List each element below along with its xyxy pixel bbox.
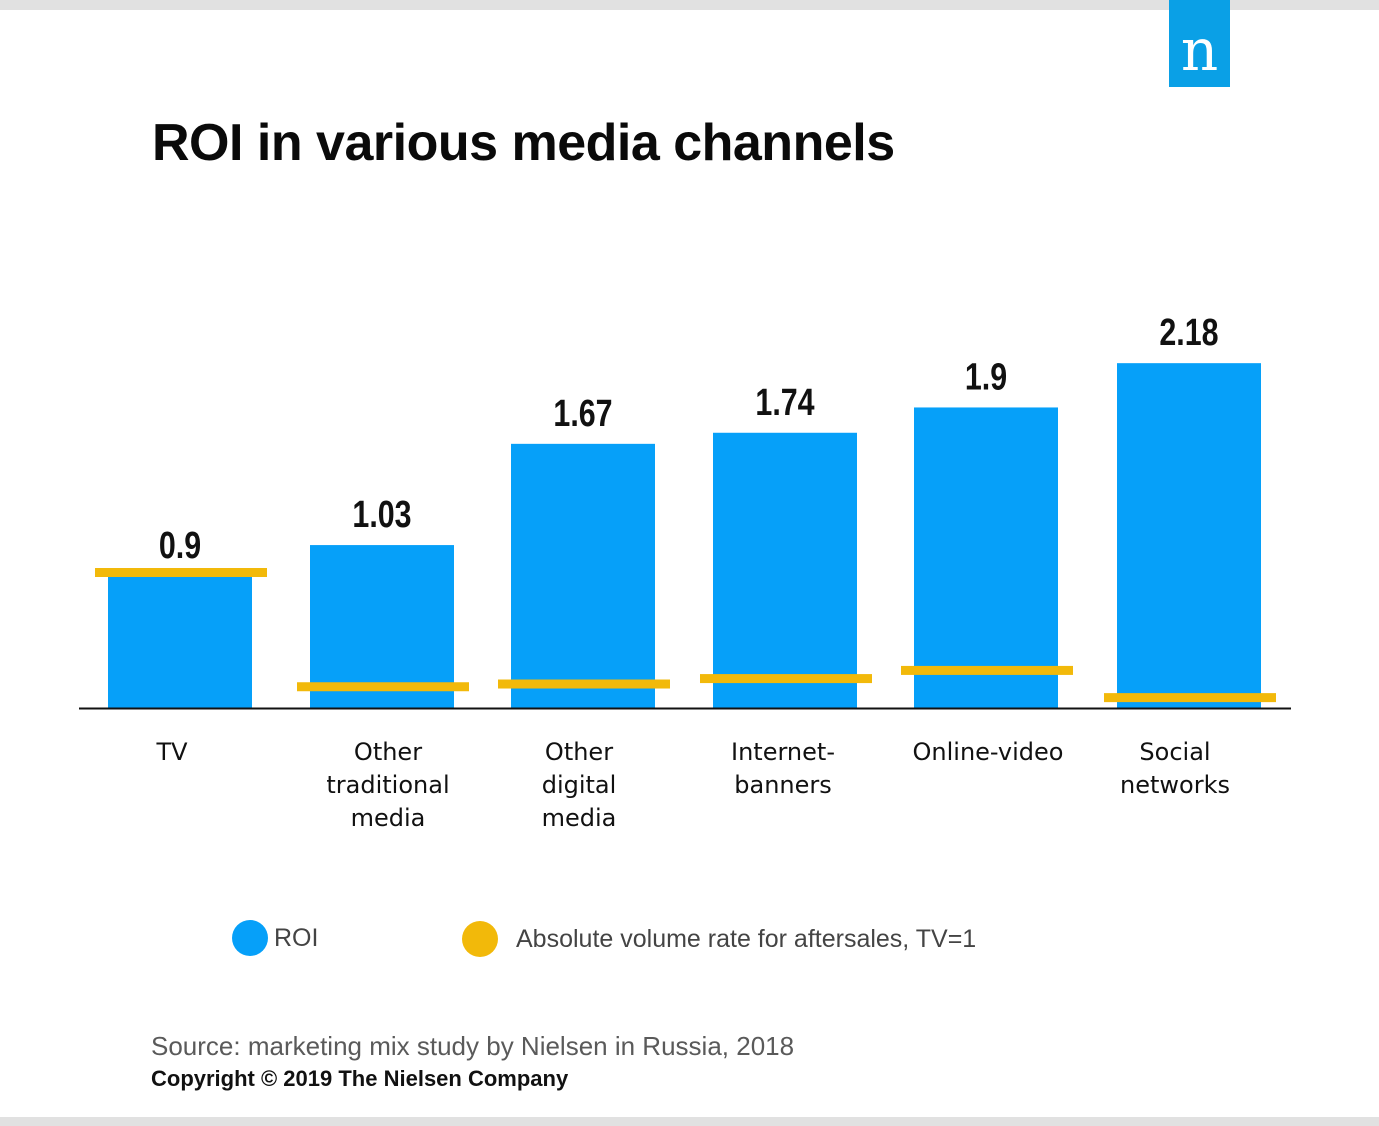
- category-label: Other: [354, 738, 422, 766]
- nielsen-logo: n: [1169, 0, 1230, 87]
- category-label: media: [351, 804, 426, 832]
- copyright-note: Copyright © 2019 The Nielsen Company: [151, 1066, 569, 1091]
- roi-value-label: 1.74: [755, 382, 814, 424]
- bar-chart: 0.9 1.03 1.67 1.74 1.9 2.18 TV Other traditiona…: [79, 312, 1291, 832]
- category-label: networks: [1120, 771, 1230, 799]
- category-label: traditional: [326, 771, 449, 799]
- category-label: Online-video: [913, 738, 1064, 766]
- legend-label-roi: ROI: [274, 923, 319, 952]
- aftersales-marker: [498, 679, 670, 689]
- category-label: TV: [155, 738, 188, 766]
- roi-bar: [1117, 363, 1261, 708]
- roi-bar: [108, 575, 252, 708]
- roi-value-label: 1.9: [965, 356, 1007, 398]
- category-label: digital: [542, 771, 617, 799]
- logo-letter: n: [1180, 16, 1219, 84]
- aftersales-marker: [297, 682, 469, 692]
- legend-item-aftersales: Absolute volume rate for aftersales, TV=…: [462, 921, 976, 957]
- aftersales-marker: [1104, 693, 1276, 703]
- roi-value-label: 1.67: [553, 393, 612, 435]
- category-label: Internet-: [731, 738, 835, 766]
- legend-swatch-roi: [232, 920, 268, 956]
- legend-item-roi: ROI: [232, 920, 318, 956]
- roi-bar: [511, 443, 655, 708]
- roi-bar: [713, 432, 857, 708]
- aftersales-marker: [95, 568, 267, 577]
- bottom-border: [0, 1117, 1379, 1126]
- aftersales-marker: [901, 665, 1073, 675]
- category-label: Social: [1139, 738, 1210, 766]
- category-label: media: [542, 804, 617, 832]
- category-label: banners: [734, 771, 832, 799]
- roi-value-label: 2.18: [1159, 312, 1218, 354]
- chart-title: ROI in various media channels: [152, 114, 895, 172]
- legend-label-aftersales: Absolute volume rate for aftersales, TV=…: [516, 924, 977, 953]
- source-note: Source: marketing mix study by Nielsen i…: [151, 1031, 795, 1061]
- legend-swatch-aftersales: [462, 921, 498, 957]
- roi-bar: [914, 407, 1058, 708]
- aftersales-marker: [700, 674, 872, 684]
- top-border: [0, 0, 1379, 10]
- category-label: Other: [545, 738, 613, 766]
- roi-bar: [310, 545, 454, 708]
- roi-value-label: 0.9: [159, 525, 201, 567]
- roi-value-label: 1.03: [352, 494, 411, 536]
